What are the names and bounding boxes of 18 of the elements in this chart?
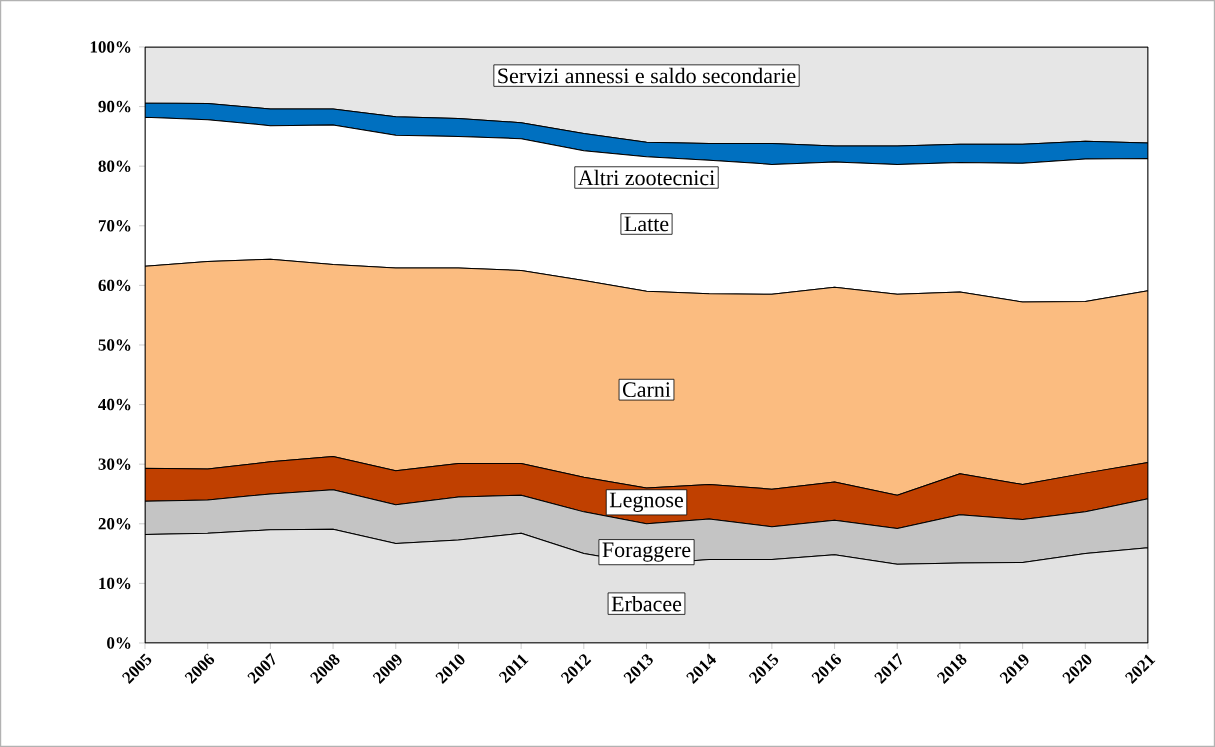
y-tick-label: 40% — [98, 398, 131, 411]
y-tick-label: 50% — [98, 339, 131, 351]
series-label: Carni — [622, 382, 671, 398]
y-tick-label: 70% — [98, 220, 131, 232]
series-label: Foraggere — [602, 542, 691, 562]
y-tick-label: 90% — [98, 100, 131, 113]
y-tick-label: 20% — [98, 518, 131, 530]
series-label: Servizi annessi e saldo secondarie — [498, 67, 796, 84]
series-label: Latte — [624, 216, 669, 232]
y-tick-label: 100% — [90, 41, 131, 53]
series-label: Altri zootecnici — [578, 169, 715, 186]
y-tick-label: 0% — [107, 637, 131, 649]
y-tick-label: 60% — [98, 279, 131, 292]
series-label: Erbacee — [611, 595, 682, 612]
y-tick-label: 30% — [98, 458, 131, 470]
y-tick-label: 10% — [99, 577, 131, 590]
series-label: Legnose — [609, 492, 684, 512]
y-tick-label: 80% — [98, 160, 131, 172]
